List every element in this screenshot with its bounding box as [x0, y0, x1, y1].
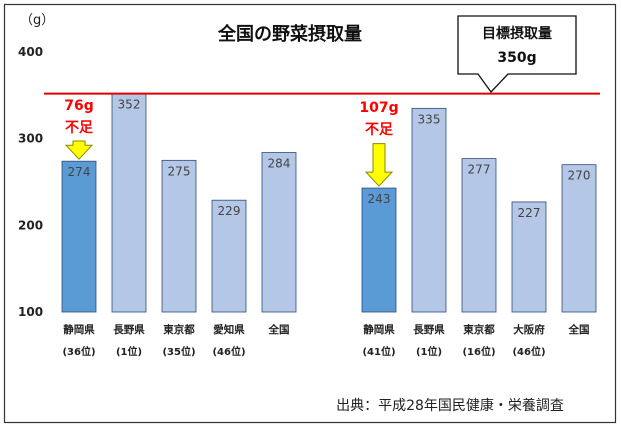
x-tick-rank-label: (35位) [162, 345, 195, 358]
bar-value-label: 275 [168, 164, 191, 178]
bar-value-label: 270 [568, 169, 591, 183]
x-tick-label: 静岡県 [63, 323, 95, 336]
x-tick-rank-label: (16位) [462, 345, 495, 358]
bar-value-label: 284 [268, 157, 291, 171]
x-tick-rank-label: (36位) [62, 345, 95, 358]
x-tick-label: 全国 [268, 323, 290, 336]
y-tick-label: 300 [18, 132, 43, 146]
bar-value-label: 243 [368, 192, 391, 206]
y-tick-label: 100 [18, 305, 43, 319]
bar [261, 152, 297, 313]
target-callout: 目標摂取量 350g [457, 15, 577, 94]
bar [211, 199, 247, 313]
shortfall-arrow [364, 143, 394, 187]
source-note: 出典：平成28年国民健康・栄養調査 [336, 397, 564, 414]
shortfall-arrow [64, 140, 94, 160]
x-tick-label: 東京都 [163, 323, 195, 336]
bar-value-label: 335 [418, 112, 441, 126]
bar [61, 160, 97, 313]
x-tick-rank-label: (41位) [362, 345, 395, 358]
y-axis-ticks: 100 200 300 400 [18, 45, 43, 319]
bar-value-label: 227 [518, 206, 541, 220]
chart-title: 全国の野菜摂取量 [217, 23, 362, 45]
bar-value-label: 229 [218, 204, 241, 218]
x-tick-label: 大阪府 [513, 323, 545, 336]
bar [561, 164, 597, 313]
x-tick-rank-label: (1位) [416, 345, 442, 358]
bar [161, 159, 197, 313]
x-tick-rank-label: (46位) [212, 345, 245, 358]
y-tick-label: 400 [18, 45, 43, 59]
bar-value-label: 274 [68, 165, 91, 179]
shortfall-label: 不足 [365, 122, 394, 138]
y-axis-label: （g） [20, 13, 54, 28]
callout-box [457, 15, 577, 94]
x-tick-label: 全国 [568, 323, 590, 336]
bar-value-label: 277 [468, 163, 491, 177]
shortfall-amount: 76g [64, 98, 94, 114]
x-tick-label: 長野県 [113, 324, 145, 336]
shortfall-label: 不足 [65, 120, 94, 136]
callout-value: 350g [497, 50, 536, 66]
x-tick-rank-label: (1位) [116, 345, 142, 358]
bar [461, 158, 497, 313]
y-tick-label: 200 [18, 218, 43, 232]
callout-title: 目標摂取量 [482, 25, 552, 42]
x-tick-label: 東京都 [463, 323, 495, 336]
bars-layer: 274 352 275 229 284 243 335 277 227 270 [61, 93, 597, 313]
x-tick-label: 長野県 [413, 324, 445, 336]
bar [511, 201, 547, 313]
bar-value-label: 352 [118, 98, 141, 112]
x-axis-labels: 静岡県 (36位) 長野県 (1位) 東京都 (35位) 愛知県 (46位) 全国 静岡県 (41位… [62, 323, 589, 358]
x-tick-rank-label: (46位) [512, 345, 545, 358]
x-tick-label: 静岡県 [363, 323, 395, 336]
shortfall-annotations: 76g 不足 107g 不足 [64, 98, 399, 187]
bar [361, 187, 397, 313]
x-tick-label: 愛知県 [213, 323, 245, 336]
shortfall-amount: 107g [359, 100, 398, 116]
bar [411, 107, 447, 313]
bar [111, 93, 147, 313]
